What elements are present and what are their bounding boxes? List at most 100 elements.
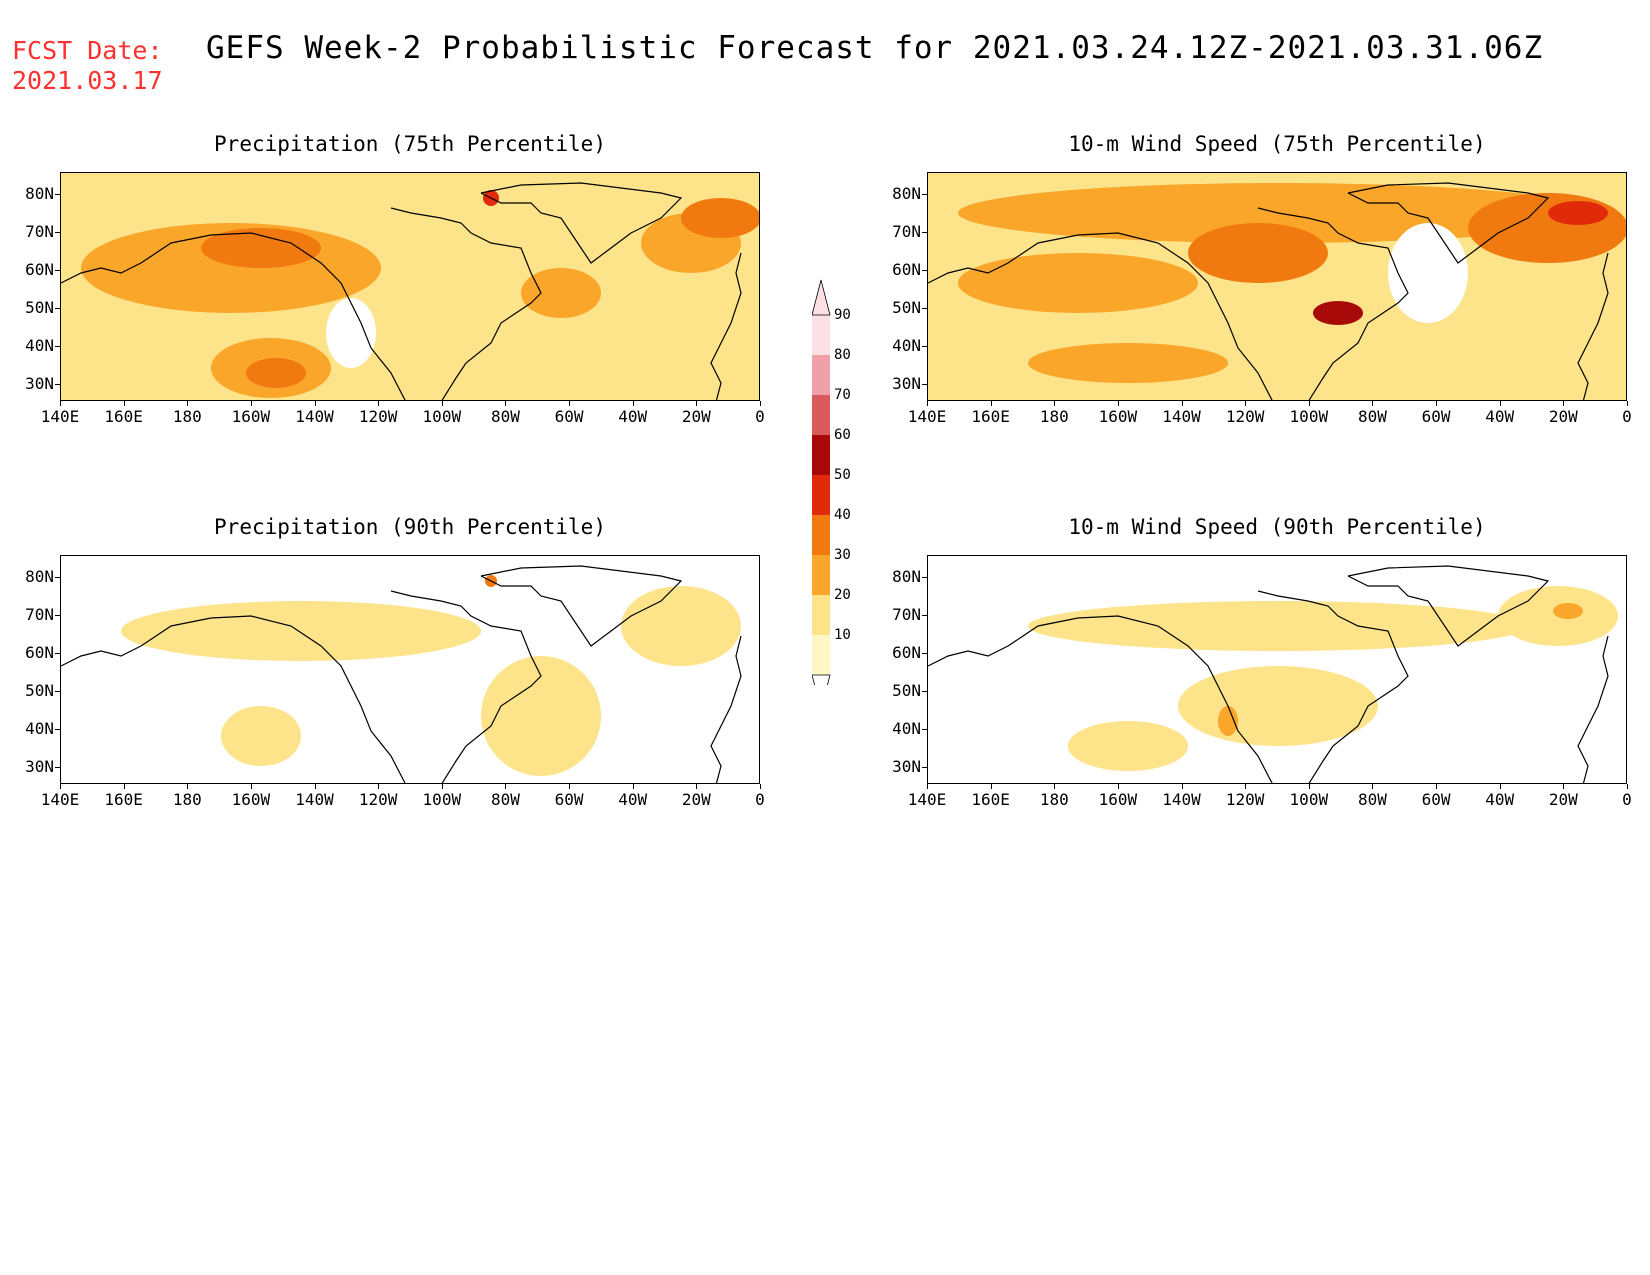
lon-tick-label: 40W bbox=[618, 407, 648, 426]
coastline bbox=[61, 565, 742, 783]
lon-tick bbox=[990, 784, 992, 789]
lon-tick-label: 160E bbox=[971, 407, 1010, 426]
legend-label: 50 bbox=[834, 467, 851, 483]
lon-tick-label: 140W bbox=[295, 407, 334, 426]
lon-tick-label: 160E bbox=[971, 790, 1010, 809]
legend-swatch bbox=[812, 475, 830, 515]
lat-tick bbox=[922, 346, 927, 347]
lon-tick-label: 100W bbox=[422, 790, 462, 809]
lon-tick-label: 0 bbox=[1622, 407, 1632, 426]
lon-tick bbox=[1436, 401, 1438, 406]
lon-tick bbox=[1054, 401, 1056, 406]
lon-tick bbox=[1245, 784, 1247, 789]
lon-tick-label: 0 bbox=[755, 407, 765, 426]
lat-tick bbox=[55, 653, 60, 654]
legend-swatch bbox=[812, 395, 830, 435]
lat-tick-label: 60N bbox=[892, 643, 921, 662]
lon-tick bbox=[60, 401, 61, 406]
lon-tick-label: 140E bbox=[40, 790, 80, 809]
lon-tick-label: 160W bbox=[231, 407, 271, 426]
lon-tick-label: 140E bbox=[907, 407, 947, 426]
lat-tick bbox=[55, 577, 60, 578]
lon-tick bbox=[632, 784, 634, 789]
lon-tick bbox=[60, 784, 61, 789]
panel-precip-90: Precipitation (90th Percentile) 80N 70N 60… bbox=[25, 515, 765, 809]
lat-tick-label: 50N bbox=[892, 681, 921, 700]
legend-swatch bbox=[812, 315, 830, 355]
lon-tick-label: 0 bbox=[755, 790, 765, 809]
panel-title: Precipitation (90th Percentile) bbox=[214, 515, 606, 539]
lon-tick-label: 60W bbox=[554, 790, 584, 809]
lat-tick bbox=[55, 384, 60, 385]
lat-tick-label: 30N bbox=[892, 757, 921, 776]
lon-tick-label: 40W bbox=[618, 790, 648, 809]
lon-tick bbox=[505, 784, 507, 789]
probability-contour bbox=[1068, 721, 1188, 771]
lon-tick bbox=[1181, 784, 1183, 789]
probability-contour bbox=[1028, 601, 1528, 651]
lon-tick-label: 80W bbox=[1358, 407, 1387, 426]
map-area bbox=[927, 555, 1627, 784]
lon-tick bbox=[760, 784, 761, 789]
lon-tick-label: 20W bbox=[681, 407, 711, 426]
legend-swatch bbox=[812, 555, 830, 595]
lon-tick-label: 40W bbox=[1485, 407, 1515, 426]
legend-arrows bbox=[812, 279, 831, 685]
lon-tick-label: 0 bbox=[1622, 790, 1632, 809]
lon-tick bbox=[1372, 401, 1374, 406]
probability-contour bbox=[1553, 603, 1583, 619]
panel-precip-75: Precipitation (75th Percentile) 80N 70N 60… bbox=[25, 132, 765, 426]
lat-tick bbox=[922, 308, 927, 309]
lon-tick-label: 100W bbox=[1289, 790, 1329, 809]
lon-tick-label: 80W bbox=[491, 407, 520, 426]
map-area bbox=[927, 172, 1627, 401]
legend-label: 20 bbox=[834, 587, 851, 603]
lon-tick-label: 120W bbox=[1225, 790, 1265, 809]
lon-tick-label: 140W bbox=[295, 790, 334, 809]
lon-tick bbox=[123, 784, 125, 789]
lon-tick-label: 40W bbox=[1485, 790, 1515, 809]
panel-title: 10-m Wind Speed (75th Percentile) bbox=[1068, 132, 1486, 156]
probability-contour bbox=[1313, 301, 1363, 325]
legend-swatch bbox=[812, 515, 830, 555]
lat-tick bbox=[922, 653, 927, 654]
map-canvas bbox=[928, 173, 1626, 400]
lon-tick-label: 180 bbox=[1039, 407, 1069, 426]
lon-tick bbox=[1563, 784, 1565, 789]
lat-tick-label: 50N bbox=[892, 298, 921, 317]
probability-contour bbox=[681, 198, 759, 238]
lon-tick bbox=[569, 401, 571, 406]
lon-tick-label: 140W bbox=[1162, 407, 1201, 426]
lon-tick bbox=[927, 401, 928, 406]
lon-tick-label: 160E bbox=[104, 407, 143, 426]
lat-tick bbox=[922, 194, 927, 195]
map-area bbox=[60, 172, 760, 401]
probability-contour bbox=[1388, 223, 1468, 323]
lat-tick-label: 70N bbox=[892, 605, 921, 624]
lat-tick bbox=[55, 232, 60, 233]
color-legend: 10 20 30 40 50 60 70 80 90 bbox=[812, 275, 892, 685]
legend-swatch bbox=[812, 595, 830, 635]
lon-tick-label: 100W bbox=[1289, 407, 1329, 426]
lat-tick-label: 70N bbox=[892, 222, 921, 241]
forecast-date-value: 2021.03.17 bbox=[12, 66, 163, 95]
coastline bbox=[61, 182, 742, 400]
map-canvas bbox=[928, 556, 1626, 783]
lat-tick bbox=[55, 767, 60, 768]
lat-tick bbox=[55, 729, 60, 730]
legend-label: 40 bbox=[834, 507, 851, 523]
panel-title: 10-m Wind Speed (90th Percentile) bbox=[1068, 515, 1486, 539]
lat-tick bbox=[922, 691, 927, 692]
lon-tick bbox=[250, 401, 252, 406]
lon-tick-label: 160E bbox=[104, 790, 143, 809]
lat-tick-label: 40N bbox=[892, 336, 921, 355]
lat-tick bbox=[922, 577, 927, 578]
legend-label: 70 bbox=[834, 387, 851, 403]
lon-tick bbox=[1117, 784, 1119, 789]
lat-tick-label: 60N bbox=[25, 643, 54, 662]
lon-tick bbox=[1499, 401, 1501, 406]
lon-tick bbox=[1245, 401, 1247, 406]
lon-tick bbox=[1308, 784, 1310, 789]
lat-tick bbox=[922, 232, 927, 233]
legend-min-arrow bbox=[812, 674, 831, 685]
